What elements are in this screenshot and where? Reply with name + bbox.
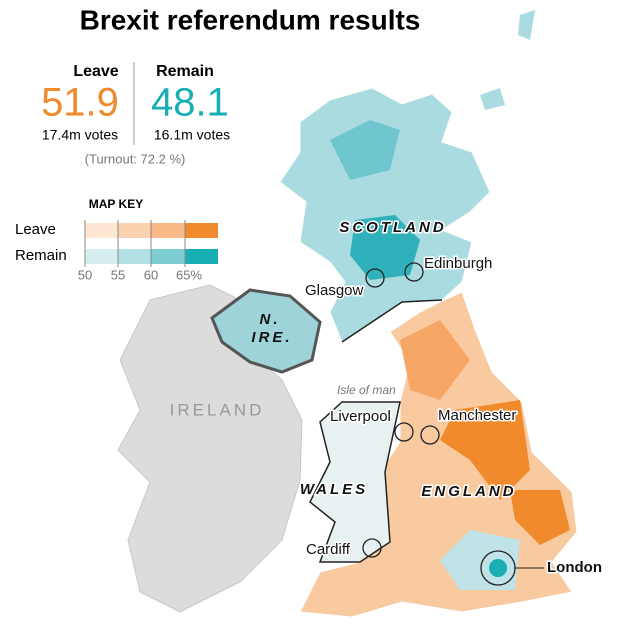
city-markers <box>362 262 516 586</box>
key-tick: 65% <box>176 267 202 282</box>
leave-percent: 51.9 <box>41 81 119 125</box>
region-label: IRE. <box>251 329 292 346</box>
turnout: (Turnout: 72.2 %) <box>85 151 186 166</box>
region-label: SCOTLAND <box>339 219 446 236</box>
scotland-patch <box>330 120 400 180</box>
region-label: ENGLAND <box>421 483 516 500</box>
glasgow-marker <box>365 268 385 288</box>
england-patch <box>440 400 530 500</box>
place-label: Isle of man <box>337 383 396 397</box>
place-label: Cardiff <box>306 541 351 558</box>
key-tick: 55 <box>111 267 125 282</box>
edinburgh-marker <box>404 262 424 282</box>
scotland-shape <box>279 87 491 343</box>
place-label: Edinburgh <box>424 255 492 272</box>
key-row-label: Remain <box>15 247 67 264</box>
islands <box>480 10 535 110</box>
remain-votes: 16.1m votes <box>154 127 230 143</box>
remain-percent: 48.1 <box>151 81 229 125</box>
place-label: Manchester <box>438 407 516 424</box>
key-title: MAP KEY <box>89 197 143 211</box>
scotland-patch <box>350 215 420 280</box>
region-label: IRELAND <box>170 400 265 419</box>
place-label: Glasgow <box>305 282 364 299</box>
key-row-label: Leave <box>15 221 56 238</box>
remain-label: Remain <box>156 63 214 80</box>
manchester-marker <box>420 425 440 445</box>
place-label: London <box>547 559 602 576</box>
title: Brexit referendum results <box>80 4 421 35</box>
place-label: Liverpool <box>330 408 391 425</box>
key-swatches <box>84 220 218 267</box>
border <box>341 299 443 343</box>
leave-label: Leave <box>73 63 118 80</box>
region-label: N. <box>260 311 281 328</box>
region-label: WALES <box>300 481 368 498</box>
wales-shape <box>309 401 401 563</box>
northern-ireland-shape <box>210 288 322 374</box>
england-patch <box>510 490 570 545</box>
key-tick: 60 <box>144 267 158 282</box>
liverpool-marker <box>394 422 414 442</box>
key-tick: 50 <box>78 267 92 282</box>
leave-votes: 17.4m votes <box>42 127 118 143</box>
england-patch <box>400 320 470 400</box>
cardiff-marker <box>362 538 382 558</box>
london-fill <box>489 559 507 577</box>
